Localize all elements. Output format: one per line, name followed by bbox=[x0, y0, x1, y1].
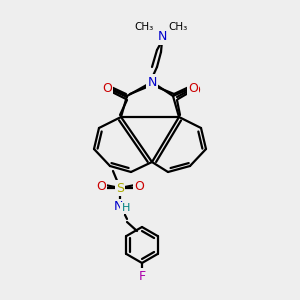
Text: N: N bbox=[147, 76, 157, 88]
Text: O: O bbox=[134, 180, 144, 193]
Text: N: N bbox=[157, 31, 167, 44]
Text: CH₃: CH₃ bbox=[135, 24, 154, 34]
Text: O: O bbox=[188, 82, 198, 95]
Text: O: O bbox=[102, 82, 112, 95]
Text: F: F bbox=[138, 269, 146, 283]
Text: CH₃: CH₃ bbox=[168, 22, 188, 32]
Text: CH₃: CH₃ bbox=[134, 22, 154, 32]
Text: O: O bbox=[102, 83, 112, 97]
Text: N: N bbox=[157, 31, 167, 44]
Text: N: N bbox=[147, 76, 157, 88]
Text: O: O bbox=[190, 83, 200, 97]
Text: CH₃: CH₃ bbox=[169, 24, 189, 34]
Text: O: O bbox=[96, 180, 106, 193]
Text: H: H bbox=[122, 203, 130, 213]
Text: N: N bbox=[113, 200, 123, 214]
Text: S: S bbox=[116, 182, 124, 194]
